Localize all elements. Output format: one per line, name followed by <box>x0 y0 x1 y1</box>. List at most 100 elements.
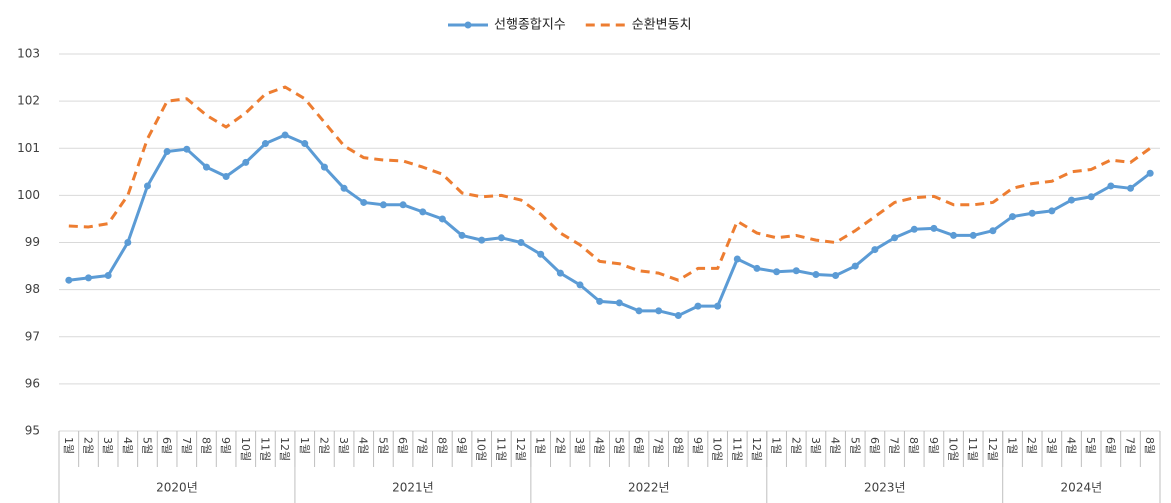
x-tick-label: 8월 <box>1143 437 1156 454</box>
point <box>399 201 407 209</box>
x-tick-label: 5월 <box>1084 437 1097 454</box>
point <box>124 239 132 246</box>
x-tick-label: 10월 <box>239 437 252 461</box>
x-tick-label: 12월 <box>514 437 527 461</box>
x-tick-label: 3월 <box>101 437 114 454</box>
point <box>792 267 800 275</box>
group-label: 2024년 <box>1061 481 1103 495</box>
point <box>615 299 623 307</box>
x-tick-label: 4월 <box>593 437 606 454</box>
x-tick-label: 2월 <box>553 437 566 454</box>
point <box>104 271 112 279</box>
point <box>851 262 859 270</box>
x-tick-label: 9월 <box>691 437 704 454</box>
x-tick-label: 5월 <box>376 437 389 454</box>
x-tick-label: 8월 <box>907 437 920 454</box>
x-tick-label: 6월 <box>1104 437 1117 454</box>
y-tick-label: 101 <box>17 141 40 155</box>
x-tick-label: 3월 <box>337 437 350 454</box>
point <box>989 227 997 235</box>
point <box>1087 193 1095 201</box>
point <box>694 302 702 310</box>
x-tick-label: 7월 <box>416 437 429 454</box>
point <box>556 269 564 277</box>
point <box>1028 209 1036 217</box>
point <box>438 215 446 223</box>
y-tick-label: 95 <box>25 424 40 438</box>
x-tick-label: 2월 <box>81 437 94 454</box>
point <box>733 255 741 263</box>
x-tick-label: 11월 <box>494 437 507 461</box>
point <box>242 158 250 166</box>
point <box>478 236 486 244</box>
point <box>576 281 584 289</box>
point <box>65 276 73 284</box>
point <box>419 208 427 216</box>
point <box>950 231 958 239</box>
x-tick-label: 1월 <box>770 437 783 454</box>
point <box>1048 207 1056 215</box>
x-tick-label: 1월 <box>62 437 75 454</box>
point <box>360 198 368 206</box>
point <box>1068 196 1076 204</box>
point <box>497 234 505 242</box>
point <box>596 297 604 305</box>
point <box>674 312 682 320</box>
point <box>1009 213 1017 221</box>
y-tick-label: 98 <box>25 282 40 296</box>
x-tick-label: 8월 <box>671 437 684 454</box>
point <box>1127 184 1135 192</box>
x-tick-label: 8월 <box>435 437 448 454</box>
point <box>143 182 151 190</box>
point <box>320 163 328 171</box>
x-tick-label: 12월 <box>750 437 763 461</box>
x-tick-label: 6월 <box>868 437 881 454</box>
x-tick-label: 1월 <box>1006 437 1019 454</box>
x-tick-label: 1월 <box>298 437 311 454</box>
y-tick-label: 100 <box>17 188 40 202</box>
point <box>1107 182 1115 190</box>
point <box>832 271 840 279</box>
x-tick-label: 10월 <box>947 437 960 461</box>
point <box>930 224 938 232</box>
x-tick-label: 11월 <box>966 437 979 461</box>
x-tick-label: 7월 <box>180 437 193 454</box>
point <box>281 131 289 139</box>
x-tick-label: 4월 <box>121 437 134 454</box>
x-tick-label: 11월 <box>730 437 743 461</box>
x-tick-label: 7월 <box>1124 437 1137 454</box>
point <box>183 145 191 153</box>
x-tick-label: 7월 <box>888 437 901 454</box>
x-tick-label: 12월 <box>278 437 291 461</box>
point <box>635 307 643 315</box>
y-tick-label: 99 <box>25 235 40 249</box>
group-label: 2022년 <box>628 481 670 495</box>
point <box>753 264 761 272</box>
x-tick-label: 5월 <box>140 437 153 454</box>
point <box>340 184 348 192</box>
point <box>301 140 309 148</box>
x-tick-label: 9월 <box>455 437 468 454</box>
x-tick-label: 11월 <box>258 437 271 461</box>
x-tick-label: 10월 <box>475 437 488 461</box>
x-tick-label: 9월 <box>927 437 940 454</box>
group-label: 2020년 <box>156 481 198 495</box>
x-tick-label: 3월 <box>573 437 586 454</box>
group-label: 2021년 <box>392 481 434 495</box>
point <box>891 234 899 242</box>
group-label: 2023년 <box>864 481 906 495</box>
x-tick-label: 2월 <box>317 437 330 454</box>
point <box>1146 169 1154 177</box>
point <box>517 239 525 246</box>
point <box>222 173 230 181</box>
x-tick-label: 2월 <box>1025 437 1038 454</box>
x-tick-label: 12월 <box>986 437 999 461</box>
x-tick-label: 7월 <box>652 437 665 454</box>
point <box>655 307 663 315</box>
x-tick-label: 6월 <box>396 437 409 454</box>
point <box>714 302 722 310</box>
x-tick-label: 1월 <box>534 437 547 454</box>
point <box>163 148 171 156</box>
x-tick-label: 5월 <box>612 437 625 454</box>
